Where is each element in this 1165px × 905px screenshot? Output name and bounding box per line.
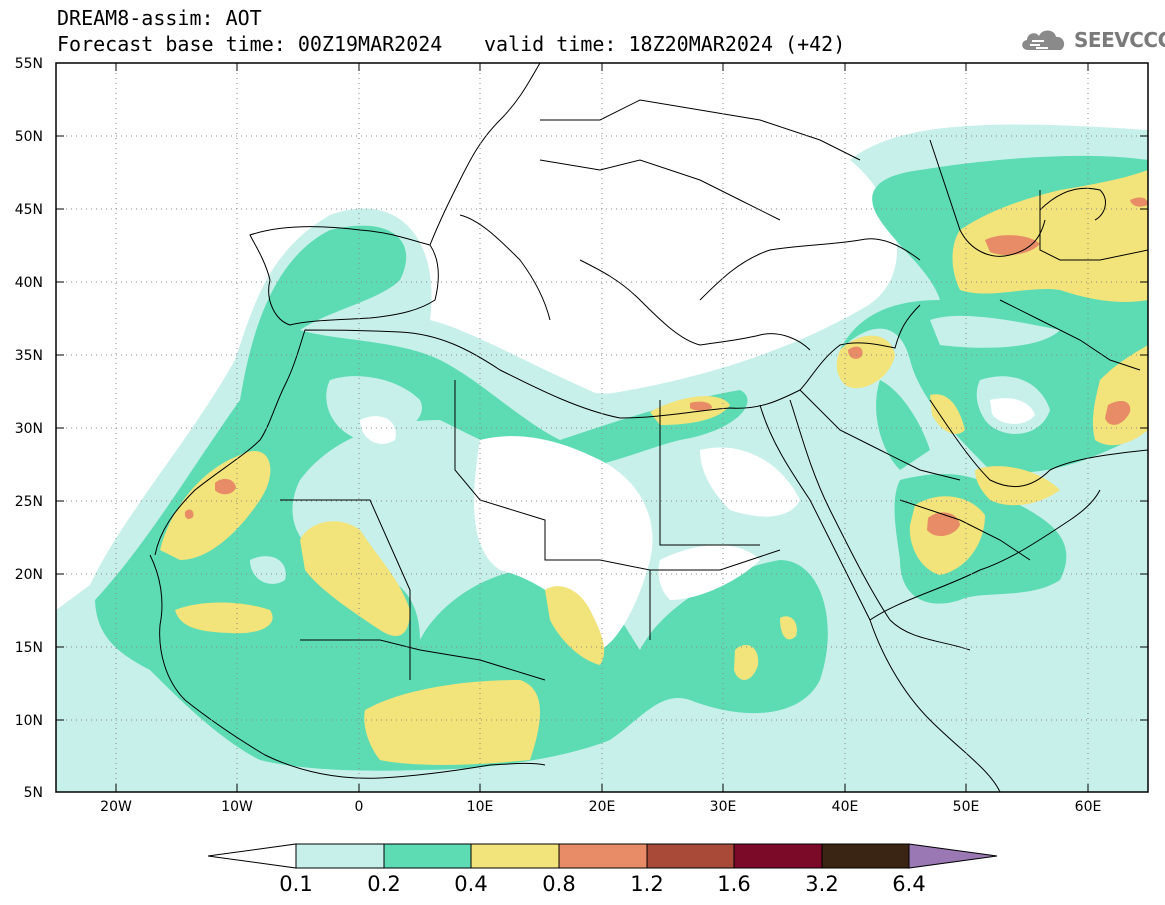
lon-label-20e: 20E xyxy=(588,799,616,815)
red-sea-east-coast xyxy=(789,399,971,651)
colorbar-label: 3.2 xyxy=(805,872,839,896)
north-africa-coast xyxy=(154,304,921,556)
europe-border-mid xyxy=(539,159,781,221)
lat-label-15n: 15N xyxy=(14,640,43,656)
caspian-outline xyxy=(929,139,1046,257)
lon-label-0: 0 xyxy=(354,799,364,815)
colorbar-swatch-3 xyxy=(470,843,560,869)
colorbar-swatch-7 xyxy=(821,843,910,869)
aot-band-0-8 xyxy=(184,197,1148,537)
balkans-aegean-coast xyxy=(579,259,811,351)
colorbar-label: 0.4 xyxy=(454,872,488,896)
lat-label-55n: 55N xyxy=(14,56,43,72)
lon-label-10e: 10E xyxy=(466,799,494,815)
france-coast xyxy=(429,63,541,246)
colorbar-swatch-5 xyxy=(646,843,735,869)
lat-label-45n: 45N xyxy=(14,202,43,218)
lon-label-20w: 20W xyxy=(100,799,132,815)
saudi-border xyxy=(899,499,1031,561)
arabia-south-coast xyxy=(869,489,1101,621)
lat-label-30n: 30N xyxy=(14,421,43,437)
kazakh-border xyxy=(1039,190,1148,261)
map-title: DREAM8-assim: AOT xyxy=(57,6,262,30)
sudan-border xyxy=(650,549,781,571)
persian-gulf-coast xyxy=(929,399,1148,488)
cloud-icon xyxy=(1022,30,1065,50)
europe-border-north xyxy=(540,99,861,161)
lat-label-40n: 40N xyxy=(14,275,43,291)
logo-text: SEEVCCC xyxy=(1074,28,1165,52)
lat-label-5n: 5N xyxy=(23,785,43,801)
colorbar-swatch-6 xyxy=(733,843,823,869)
lon-label-60e: 60E xyxy=(1074,799,1102,815)
sahel-border xyxy=(300,639,546,681)
colorbar xyxy=(207,843,998,869)
west-africa-coast xyxy=(149,554,546,779)
colorbar-label: 0.2 xyxy=(367,872,401,896)
colorbar-low-arrow xyxy=(207,843,297,869)
colorbar-label: 1.6 xyxy=(717,872,751,896)
lon-label-10w: 10W xyxy=(221,799,253,815)
iberia-outline xyxy=(249,226,439,326)
lat-label-35n: 35N xyxy=(14,348,43,364)
turkey-coast xyxy=(699,238,921,301)
iran-border xyxy=(999,299,1141,371)
aral-outline xyxy=(1039,187,1106,221)
seevccc-logo: SEEVCCC xyxy=(1018,24,1165,56)
lat-label-10n: 10N xyxy=(14,713,43,729)
lat-label-20n: 20N xyxy=(14,567,43,583)
colorbar-swatch-4 xyxy=(558,843,648,869)
colorbar-label: 1.2 xyxy=(630,872,664,896)
lat-label-25n: 25N xyxy=(14,494,43,510)
colorbar-swatch-2 xyxy=(383,843,472,869)
colorbar-label: 0.8 xyxy=(542,872,576,896)
colorbar-high-arrow xyxy=(908,843,998,869)
aot-clear-areas xyxy=(360,398,1035,650)
gridlines xyxy=(56,63,1148,792)
lon-label-50e: 50E xyxy=(952,799,980,815)
colorbar-label: 6.4 xyxy=(892,872,926,896)
colorbar-label: 0.1 xyxy=(279,872,313,896)
valid-time: valid time: 18Z20MAR2024 (+42) xyxy=(484,32,846,56)
arabia-border xyxy=(799,389,961,481)
libya-border xyxy=(454,380,651,640)
mali-border xyxy=(280,499,411,680)
forecast-base-time: Forecast base time: 00Z19MAR2024 xyxy=(57,32,443,56)
lat-label-50n: 50N xyxy=(14,129,43,145)
tick-marks xyxy=(56,62,1148,792)
colorbar-swatch-1 xyxy=(295,843,385,869)
lon-label-40e: 40E xyxy=(831,799,859,815)
coastlines xyxy=(149,63,1148,792)
aot-band-0-4 xyxy=(160,170,1148,765)
lon-label-30e: 30E xyxy=(709,799,737,815)
egypt-border xyxy=(659,400,760,546)
italy-coast xyxy=(459,214,551,321)
